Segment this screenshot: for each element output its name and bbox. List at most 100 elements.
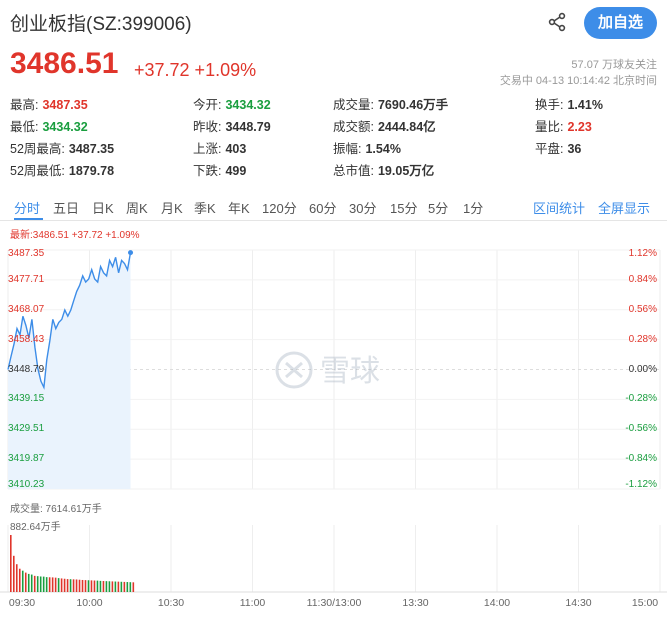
volume-bar (72, 579, 75, 592)
x-tick-label: 15:00 (631, 597, 659, 609)
x-tick-label: 11:30/13:00 (306, 597, 362, 609)
volume-bar (33, 575, 36, 592)
followers-count: 57.07 万球友关注 (571, 59, 657, 71)
tab-11[interactable]: 5分 (428, 201, 449, 216)
share-icon[interactable] (547, 12, 567, 32)
volume-bar (126, 582, 129, 592)
volume-bar (69, 579, 72, 592)
volume-bar (63, 578, 66, 592)
x-tick-label: 10:30 (157, 597, 185, 609)
price-area (8, 252, 131, 489)
tab-0[interactable]: 分时 (14, 201, 41, 216)
stat-item: 振幅: 1.54% (333, 138, 401, 157)
volume-bar (120, 581, 123, 592)
volume-bar (81, 579, 84, 592)
volume-bar (129, 582, 132, 592)
y-tick-label: 3458.43 (8, 333, 45, 345)
stat-value: 3487.35 (68, 142, 115, 156)
stat-value: 19.05万亿 (377, 164, 435, 178)
stat-value: 1879.78 (68, 164, 115, 178)
tab-4[interactable]: 月K (161, 201, 183, 216)
y-tick-label: 3468.07 (8, 303, 45, 315)
y-tick-label: 3439.15 (8, 393, 45, 405)
page-title: 创业板指(SZ:399006) (10, 14, 192, 35)
pct-tick-label: -0.56% (625, 423, 657, 435)
stat-item: 成交量: 7690.46万手 (333, 94, 448, 113)
volume-bar (10, 535, 12, 592)
watermark-text: 雪球 (320, 354, 380, 389)
stat-label: 最高: (10, 98, 39, 112)
stat-label: 上涨: (193, 142, 222, 156)
volume-bar (93, 580, 96, 592)
tab-3[interactable]: 周K (126, 201, 148, 216)
add-to-watchlist-button[interactable]: 加自选 (584, 7, 657, 39)
price-line (7, 252, 132, 390)
stat-item: 52周最高: 3487.35 (10, 138, 114, 157)
tab-7[interactable]: 120分 (262, 201, 297, 216)
stat-item: 昨收: 3448.79 (193, 116, 271, 135)
volume-max-label: 882.64万手 (10, 522, 61, 533)
stat-value: 403 (225, 142, 247, 156)
volume-bar (99, 580, 102, 592)
latest-price-dot (128, 250, 134, 256)
volume-bar (42, 576, 45, 592)
stat-item: 上涨: 403 (193, 138, 246, 157)
volume-bar (48, 577, 51, 592)
stat-item: 量比: 2.23 (535, 116, 592, 135)
volume-bar (54, 577, 57, 592)
interval-stats-link[interactable]: 区间统计 (533, 201, 586, 216)
intraday-chart[interactable] (0, 240, 667, 620)
stat-label: 成交额: (333, 120, 374, 134)
x-tick-label: 14:30 (565, 597, 592, 609)
stat-label: 换手: (535, 98, 564, 112)
stat-label: 平盘: (535, 142, 564, 156)
volume-bar (30, 574, 33, 592)
volume-bar (96, 580, 99, 592)
stat-item: 52周最低: 1879.78 (10, 160, 114, 179)
volume-bar (57, 578, 60, 592)
volume-bar (27, 573, 30, 592)
tab-6[interactable]: 年K (228, 201, 250, 216)
tab-5[interactable]: 季K (194, 201, 216, 216)
y-tick-label: 3448.79 (8, 363, 45, 375)
stat-value: 1.54% (365, 142, 401, 156)
volume-bar (123, 581, 126, 592)
stat-label: 量比: (535, 120, 564, 134)
volume-bar (105, 581, 108, 592)
x-tick-label: 11:00 (239, 597, 266, 609)
tab-8[interactable]: 60分 (309, 201, 337, 216)
volume-bar (132, 582, 135, 592)
tab-9[interactable]: 30分 (349, 201, 377, 216)
pct-tick-label: 0.56% (628, 303, 657, 315)
volume-bar (45, 577, 48, 592)
volume-bar (102, 581, 105, 592)
tab-12[interactable]: 1分 (463, 201, 484, 216)
x-tick-label: 13:30 (402, 597, 429, 609)
pct-tick-label: -0.84% (625, 453, 657, 465)
volume-bar (24, 572, 27, 592)
pct-tick-label: -1.12% (625, 479, 657, 490)
y-tick-label: 3410.23 (8, 479, 45, 490)
tab-2[interactable]: 日K (92, 201, 114, 216)
volume-bar (18, 568, 21, 592)
stat-label: 下跌: (193, 164, 222, 178)
pct-tick-label: 0.84% (628, 273, 657, 285)
volume-title: 成交量: 7614.61万手 (10, 504, 102, 515)
latest-price-label: 最新:3486.51 +37.72 +1.09% (10, 230, 140, 241)
stat-label: 总市值: (333, 164, 374, 178)
stat-item: 总市值: 19.05万亿 (333, 160, 434, 179)
stat-item: 最低: 3434.32 (10, 116, 88, 135)
volume-bar (108, 581, 111, 592)
price-change: +37.72 +1.09% (134, 60, 257, 80)
pct-tick-label: 0.00% (628, 363, 657, 375)
active-tab-indicator (14, 218, 43, 220)
stat-item: 下跌: 499 (193, 160, 246, 179)
volume-bar (78, 579, 81, 592)
tab-10[interactable]: 15分 (390, 201, 418, 216)
stat-value: 3434.32 (225, 98, 271, 112)
tab-1[interactable]: 五日 (53, 201, 80, 216)
fullscreen-link[interactable]: 全屏显示 (598, 201, 651, 216)
stat-item: 今开: 3434.32 (193, 94, 271, 113)
volume-bar (12, 555, 15, 592)
pct-tick-label: 0.28% (628, 333, 657, 345)
